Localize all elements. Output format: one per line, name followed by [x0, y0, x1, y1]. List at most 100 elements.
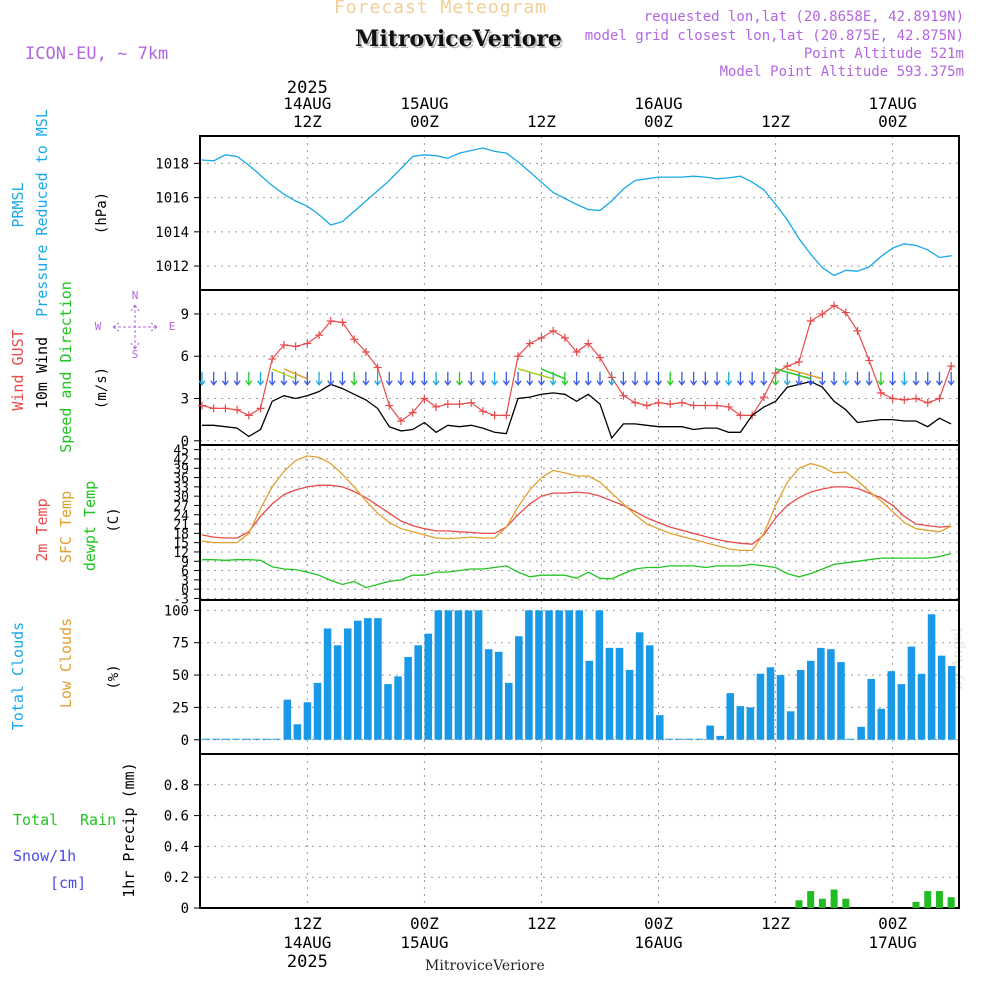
cloud-bar — [837, 662, 845, 740]
cloud-bar — [726, 693, 735, 740]
temp-sfc-label: SFC Temp — [57, 491, 75, 563]
wind-direction-arrow — [514, 371, 522, 386]
cloud-bar — [877, 708, 886, 740]
pressure-point — [938, 256, 941, 259]
precip-bar — [935, 891, 943, 908]
temp-2m-label: 2m Temp — [33, 498, 51, 561]
wind-direction-arrow — [198, 371, 206, 386]
wind-direction-arrow — [701, 371, 709, 386]
wind-direction-arrow — [541, 368, 566, 380]
cloud-bar — [565, 610, 573, 740]
top-time-label: 00Z — [878, 112, 907, 131]
precip-bar — [924, 891, 932, 908]
cloud-bar — [444, 610, 453, 740]
pressure-point — [751, 181, 753, 183]
wind-gust-marker — [595, 353, 604, 362]
pressure-point — [599, 209, 601, 212]
cloud-bar — [635, 632, 644, 740]
cloud-bar — [585, 660, 594, 740]
y-tick-label: 45 — [173, 444, 189, 459]
pressure-point — [494, 150, 496, 152]
cloud-bar — [374, 618, 382, 740]
point-altitude: Point Altitude 521m — [803, 46, 964, 62]
pressure-point — [728, 177, 730, 179]
wind-gust-label: Wind GUST — [9, 329, 27, 410]
pressure-unit-label: (hPa) — [94, 192, 110, 234]
wind-direction-arrow — [865, 371, 873, 386]
pressure-point — [892, 247, 894, 249]
wind-gust-marker — [303, 339, 312, 348]
pressure-point — [259, 174, 262, 176]
compass-arrows — [112, 304, 158, 350]
y-tick-label: 36 — [173, 472, 189, 487]
y-tick-label: 27 — [173, 499, 189, 514]
snow-unit-label: [cm] — [50, 874, 86, 892]
y-tick-label: 0 — [181, 434, 189, 450]
pressure-point — [552, 191, 554, 194]
cloud-bar — [494, 651, 503, 740]
wind-gust-marker — [935, 394, 944, 403]
pressure-point — [810, 253, 812, 255]
footer-station-name: MitroviceVeriore — [425, 958, 545, 974]
pressure-point — [681, 176, 683, 178]
wind-gust-marker — [794, 357, 803, 366]
pressure-point — [423, 154, 426, 156]
wind-direction-arrow — [210, 371, 218, 386]
cloud-bar — [937, 655, 946, 740]
pressure-point — [330, 224, 332, 226]
wind-direction-arrow — [795, 371, 803, 386]
wind-gust-marker — [572, 348, 581, 356]
pressure-point — [564, 197, 566, 200]
pressure-point — [903, 243, 905, 245]
y-tick-label: 75 — [172, 636, 189, 652]
requested-coordinates: requested lon,lat (20.8658E, 42.8919N) — [643, 9, 964, 25]
pressure-point — [353, 210, 355, 212]
top-year-label: 2025 — [287, 78, 328, 98]
y-tick-label: 1016 — [155, 191, 189, 207]
wind-gust-marker — [221, 404, 230, 413]
cloud-bar — [454, 610, 463, 740]
top-time-label: 00Z — [644, 112, 673, 131]
y-tick-label: 18 — [173, 527, 189, 542]
bottom-time-label: 12Z — [761, 914, 790, 933]
cloud-bar — [333, 645, 342, 740]
wind-gust-marker — [455, 400, 464, 409]
wind-direction-arrow — [315, 371, 323, 386]
y-tick-label: 0.2 — [164, 870, 189, 886]
y-tick-label: 50 — [172, 668, 189, 684]
top-date-label: 15AUG — [400, 94, 448, 113]
pressure-point — [821, 267, 823, 269]
wind-direction-arrow — [631, 371, 639, 386]
bottom-time-label: 00Z — [644, 914, 673, 933]
cloud-bar — [262, 738, 271, 740]
wind-gust-marker — [642, 401, 651, 410]
wind-direction-arrow — [935, 371, 943, 386]
wind-direction-arrow — [690, 371, 698, 386]
precip-bar — [842, 898, 850, 908]
speed-direction-label: Speed and Direction — [57, 281, 75, 453]
total-label: Total — [13, 811, 58, 829]
wind-gust-marker — [443, 400, 452, 409]
y-tick-label: 9 — [181, 555, 189, 570]
wind-direction-arrow — [596, 371, 604, 386]
cloud-bar — [505, 682, 513, 740]
cloud-bar — [474, 610, 483, 740]
pressure-point — [868, 266, 870, 268]
wind-gust-marker — [268, 355, 277, 364]
wind-direction-arrow — [350, 371, 358, 386]
wind-gust-marker — [654, 398, 663, 407]
pressure-point — [587, 208, 589, 211]
pressure-point — [529, 171, 531, 173]
cloud-bar — [897, 684, 906, 740]
temp-dewpoint-label: dewpt Temp — [81, 481, 99, 571]
wind-gust-marker — [478, 407, 487, 416]
wind-gust-marker — [315, 331, 324, 340]
wind-gust-marker — [326, 317, 335, 325]
bottom-year-label: 2025 — [287, 952, 328, 972]
wind-gust-line — [201, 304, 952, 422]
wind-direction-arrow — [912, 371, 920, 386]
panel-precipitation: 0 0.2 0.4 0.6 0.8 — [164, 753, 960, 917]
compass-south: S — [132, 348, 139, 361]
wind-direction-arrow — [397, 371, 405, 386]
cloud-bar — [232, 738, 241, 740]
